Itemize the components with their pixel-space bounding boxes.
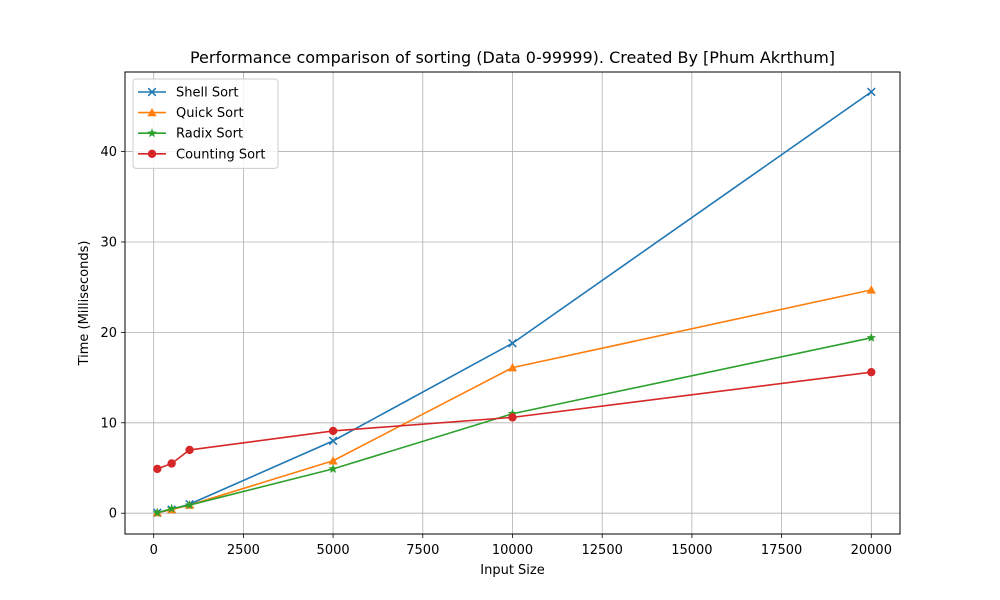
data-point-radix-sort	[166, 503, 177, 513]
legend-entry-shell-sort: Shell Sort	[138, 86, 239, 101]
legend-marker-quick-sort	[147, 108, 157, 117]
legend-label-radix-sort: Radix Sort	[176, 127, 243, 142]
legend-label-counting-sort: Counting Sort	[176, 147, 266, 162]
data-point-counting-sort	[185, 445, 194, 455]
x-tick-label: 17500	[761, 543, 802, 558]
y-axis-title: Time (Milliseconds)	[77, 241, 92, 367]
data-point-counting-sort	[153, 464, 162, 474]
x-axis-title: Input Size	[480, 563, 544, 578]
legend-label-quick-sort: Quick Sort	[176, 106, 244, 121]
data-point-quick-sort	[507, 363, 518, 372]
x-tick-label: 0	[150, 543, 158, 558]
legend-entry-counting-sort: Counting Sort	[138, 147, 266, 162]
legend-entry-quick-sort: Quick Sort	[138, 106, 244, 121]
data-point-counting-sort	[867, 367, 876, 377]
data-point-shell-sort	[866, 87, 876, 97]
data-point-radix-sort	[328, 463, 338, 473]
series-line-radix-sort	[157, 337, 872, 514]
series-counting-sort	[153, 367, 876, 474]
x-tick-label: 5000	[317, 543, 350, 558]
y-tick-label: 20	[100, 326, 117, 341]
x-tick-label: 7500	[406, 543, 439, 558]
x-tick-label: 12500	[582, 543, 623, 558]
data-point-quick-sort	[328, 456, 338, 465]
x-tick-label: 15000	[671, 543, 712, 558]
x-tick-label: 20000	[851, 543, 892, 558]
data-point-counting-sort	[167, 459, 176, 468]
data-point-radix-sort	[866, 332, 877, 342]
legend-marker-radix-sort	[147, 128, 157, 138]
series-layer	[152, 87, 877, 518]
legend-box	[132, 78, 279, 169]
y-tick-label: 30	[100, 235, 117, 250]
legend-label-shell-sort: Shell Sort	[176, 86, 239, 101]
legend: Shell Sort Quick Sort Radix Sort Counting S…	[132, 78, 279, 169]
ticks: 0 2500 5000 7500 10000 12500 15000 17500 20000 0 1…	[100, 145, 892, 558]
grid	[125, 72, 900, 534]
data-point-counting-sort	[328, 426, 338, 436]
chart-title: Performance comparison of sorting (Data …	[190, 48, 835, 67]
data-point-counting-sort	[508, 413, 517, 422]
y-tick-label: 10	[100, 416, 117, 431]
data-point-shell-sort	[328, 436, 338, 446]
data-point-shell-sort	[508, 338, 517, 348]
legend-marker-counting-sort	[147, 149, 157, 158]
legend-entry-radix-sort: Radix Sort	[138, 127, 243, 142]
data-point-radix-sort	[152, 507, 163, 517]
y-tick-label: 40	[100, 145, 117, 160]
legend-marker-shell-sort	[147, 87, 157, 97]
data-point-radix-sort	[184, 500, 195, 510]
x-tick-label: 2500	[227, 543, 260, 558]
x-tick-label: 10000	[492, 543, 533, 558]
data-point-quick-sort	[866, 285, 876, 294]
y-tick-label: 0	[109, 507, 117, 522]
